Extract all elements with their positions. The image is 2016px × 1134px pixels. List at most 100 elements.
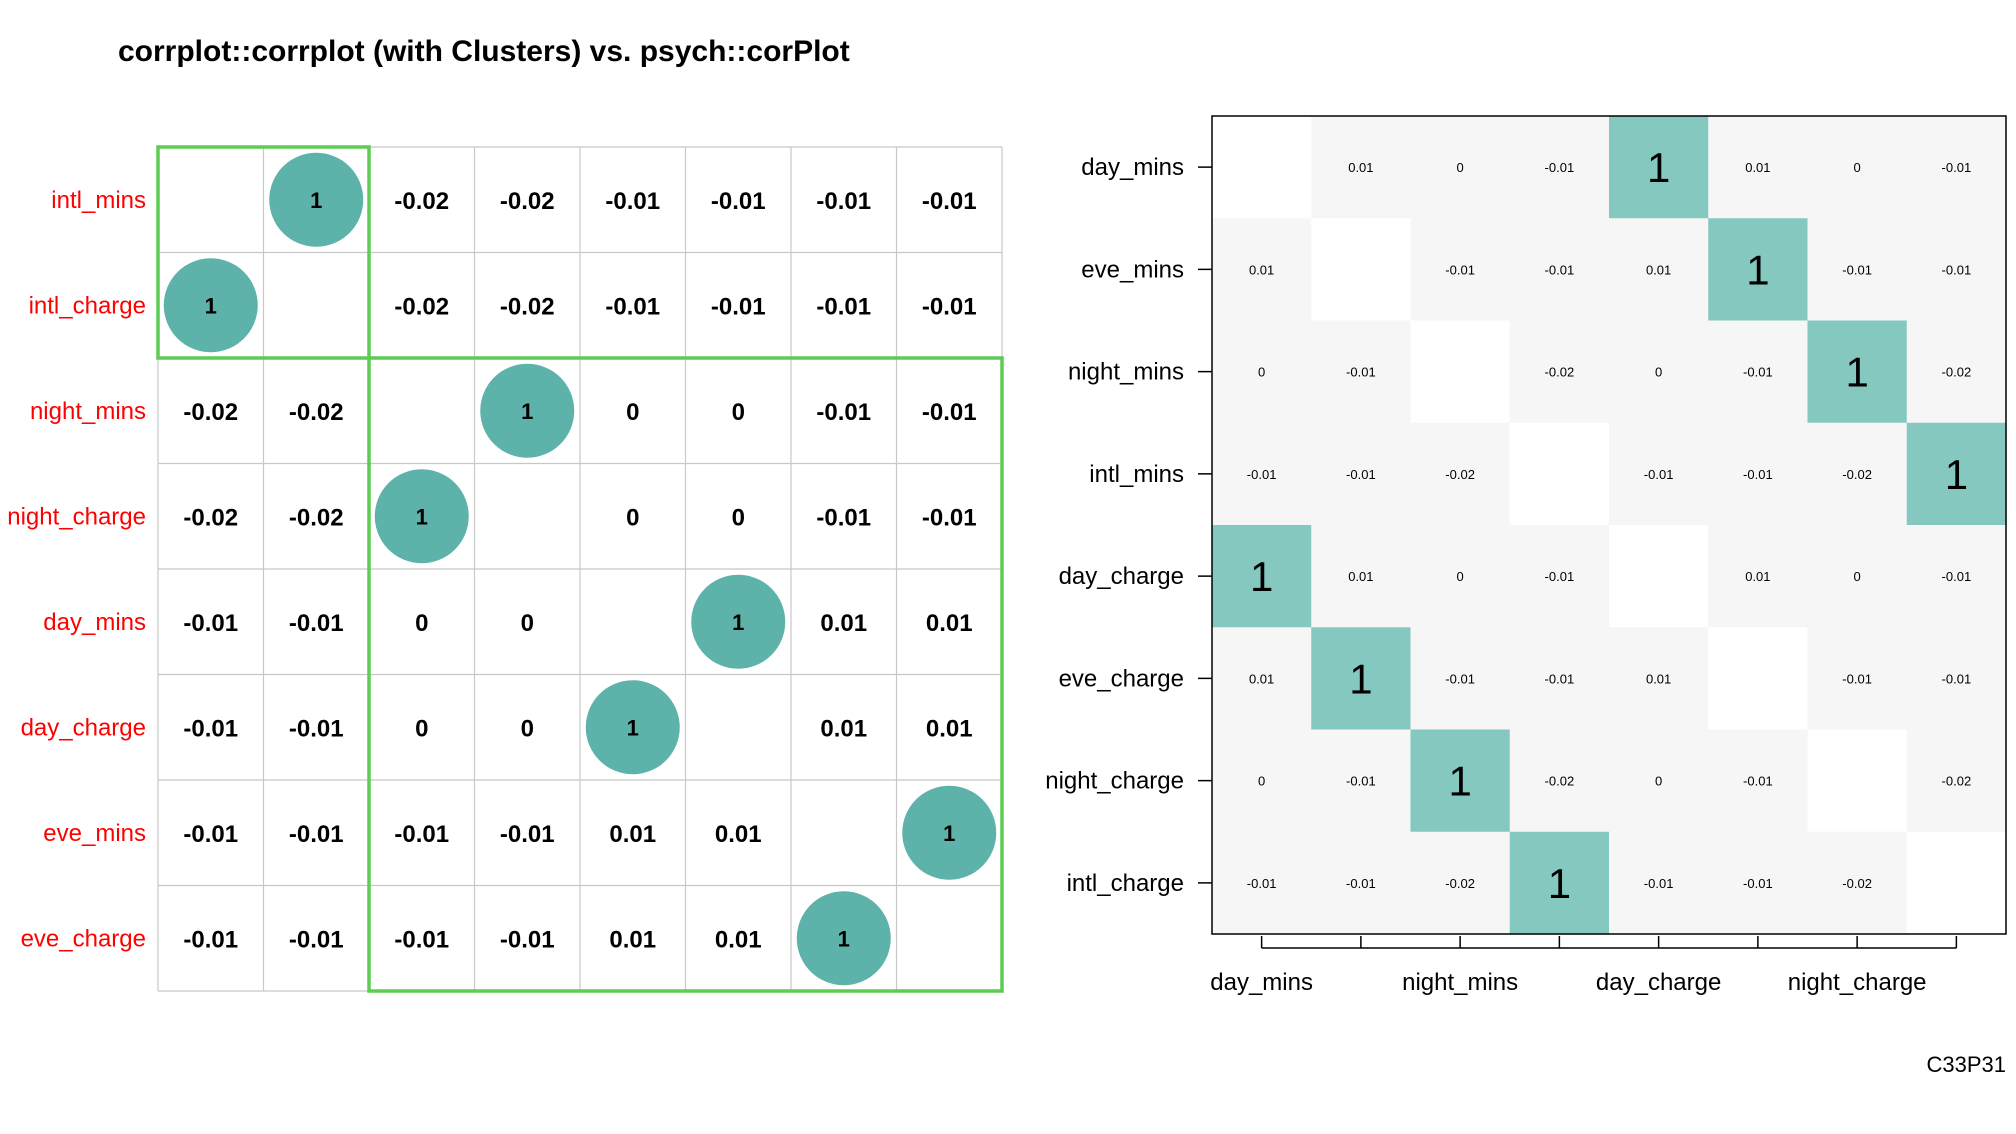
- corrplot-value-label: -0.01: [922, 399, 977, 426]
- corrplot-value-label: 0.01: [926, 715, 973, 742]
- psych-value-label: 0.01: [1348, 569, 1373, 584]
- psych-x-tick-label: day_mins: [1210, 969, 1313, 996]
- psych-value-label: 1: [1945, 451, 1968, 498]
- corrplot-value-label: -0.01: [500, 821, 555, 848]
- psych-cell: [1410, 627, 1511, 731]
- psych-row-label: night_charge: [1045, 768, 1184, 795]
- psych-cell: [1212, 218, 1312, 322]
- psych-row-label: night_mins: [1068, 359, 1184, 386]
- corrplot-value-label: -0.02: [500, 293, 555, 320]
- psych-value-label: 1: [1250, 553, 1273, 600]
- corrplot-value-label: -0.01: [922, 293, 977, 320]
- psych-cell: [1609, 525, 1709, 628]
- psych-cell: [1807, 116, 1908, 219]
- corrplot-row-label: night_charge: [7, 503, 146, 530]
- psych-cell: [1410, 422, 1511, 526]
- psych-value-label: 1: [1845, 349, 1868, 396]
- psych-cell: [1311, 831, 1412, 935]
- psych-cell: [1509, 422, 1610, 526]
- psych-cell: [1311, 422, 1412, 526]
- psych-cell: [1311, 627, 1412, 731]
- corrplot-row-label: eve_mins: [43, 820, 146, 847]
- psych-cell: [1708, 218, 1809, 322]
- psych-value-label: 1: [1349, 655, 1372, 702]
- corrplot-value-label: 0: [415, 610, 428, 637]
- psych-value-label: -0.01: [1743, 774, 1773, 789]
- psych-cell: [1807, 627, 1908, 731]
- corrplot-circle-mark: [374, 469, 469, 564]
- psych-cell: [1609, 831, 1709, 935]
- corrplot-circle-mark: [163, 258, 258, 353]
- corrplot-value-label: -0.01: [922, 188, 977, 215]
- psych-value-label: -0.02: [1942, 774, 1972, 789]
- psych-row-labels: day_mins eve_mins night_mins intl_mins day_c…: [1045, 154, 1212, 897]
- psych-cell: [1708, 627, 1809, 731]
- psych-cell: [1212, 729, 1312, 833]
- psych-cell: [1509, 627, 1610, 731]
- psych-cell: [1311, 218, 1412, 322]
- psych-value-label: -0.01: [1942, 569, 1972, 584]
- psych-value-label: -0.02: [1545, 774, 1575, 789]
- corrplot-value-label: 1: [416, 504, 428, 529]
- psych-cell: [1311, 320, 1412, 424]
- corrplot-value-label: 0: [732, 399, 745, 426]
- psych-value-label: -0.01: [1743, 876, 1773, 891]
- corrplot-circle-mark: [902, 785, 997, 880]
- psych-cell: [1410, 525, 1511, 628]
- corrplot-value-label: 0: [626, 504, 639, 531]
- psych-value-label: 1: [1746, 246, 1769, 293]
- psych-cell: [1509, 729, 1610, 833]
- corrplot-value-label: -0.01: [816, 293, 871, 320]
- corrplot-value-label: 0.01: [820, 715, 867, 742]
- psych-value-label: -0.02: [1545, 365, 1575, 380]
- psych-value-label: 0: [1854, 569, 1861, 584]
- psych-x-tick-label: night_charge: [1788, 969, 1927, 996]
- corrplot-value-label: 1: [732, 610, 744, 635]
- psych-cell: [1311, 525, 1412, 628]
- psych-value-label: 0.01: [1646, 262, 1671, 277]
- corrplot-row-labels: intl_mins intl_charge night_mins night_char…: [7, 187, 146, 953]
- corrplot-value-label: -0.01: [183, 715, 238, 742]
- corrplot-row-label: day_charge: [21, 714, 146, 741]
- corrplot-chart: 1 -0.02 -0.02 -0.01 -0.01 -0.01 -0.01 1 -0.02 -0.…: [7, 145, 1004, 993]
- corrplot-value-label: -0.01: [289, 610, 344, 637]
- corrplot-circle-mark: [691, 574, 786, 669]
- psych-cell: [1311, 116, 1412, 219]
- psych-value-label: -0.02: [1445, 876, 1475, 891]
- corrplot-value-label: -0.02: [289, 504, 344, 531]
- psych-cell: [1509, 831, 1610, 935]
- corrplot-value-label: 0.01: [715, 821, 762, 848]
- psych-row-label: day_mins: [1081, 154, 1184, 181]
- psych-value-label: 0.01: [1249, 671, 1274, 686]
- corrplot-value-label: -0.01: [289, 926, 344, 953]
- psych-value-label: -0.01: [1942, 671, 1972, 686]
- psych-value-label: 0: [1258, 365, 1265, 380]
- corrplot-value-label: -0.01: [394, 926, 449, 953]
- psych-cell: [1807, 831, 1908, 935]
- corrplot-circle-mark: [796, 891, 891, 986]
- psych-value-label: -0.01: [1842, 262, 1872, 277]
- corrplot-value-label: -0.02: [183, 504, 238, 531]
- psych-value-label: 0: [1655, 365, 1662, 380]
- corrplot-value-label: -0.02: [183, 399, 238, 426]
- corrplot-value-label: 1: [205, 293, 217, 318]
- psych-value-label: 0: [1655, 774, 1662, 789]
- psych-cell: [1906, 525, 2007, 628]
- psych-x-axis: day_mins night_mins day_charge night_charge: [1210, 936, 1958, 996]
- psych-cell: [1212, 525, 1312, 628]
- psych-value-label: -0.01: [1346, 365, 1376, 380]
- corrplot-value-label: -0.01: [183, 821, 238, 848]
- corrplot-grid: [157, 146, 1003, 992]
- psych-cell: [1311, 729, 1412, 833]
- psych-value-label: -0.02: [1942, 365, 1972, 380]
- psych-chart: 0.01 0 -0.01 1 0.01 0 -0.01 0.01 -0.01 -0.01 0.01 1…: [1045, 115, 2007, 996]
- corrplot-value-label: -0.01: [183, 926, 238, 953]
- corrplot-value-label: 0: [521, 715, 534, 742]
- corrplot-cluster-box: [367, 356, 1004, 993]
- psych-value-label: -0.02: [1842, 876, 1872, 891]
- psych-cell: [1509, 116, 1610, 219]
- corrplot-circle-mark: [585, 680, 680, 775]
- psych-value-label: -0.01: [1545, 262, 1575, 277]
- psych-cell: [1509, 320, 1610, 424]
- corrplot-value-label: 0: [415, 715, 428, 742]
